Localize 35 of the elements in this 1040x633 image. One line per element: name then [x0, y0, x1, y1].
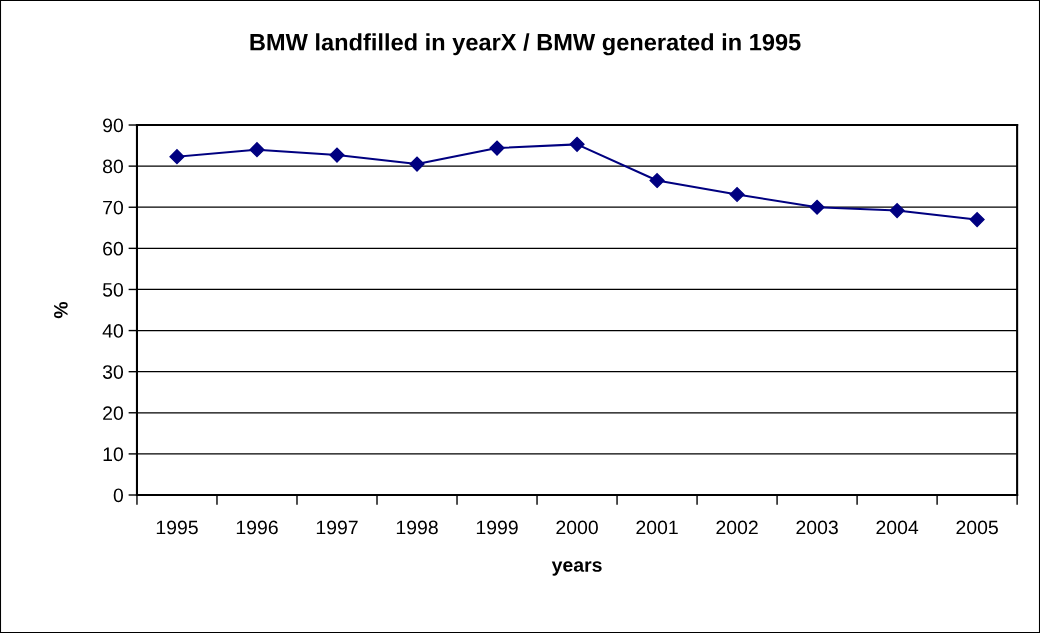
- y-tick-label: 0: [113, 488, 124, 503]
- x-tick-label: 1999: [476, 520, 518, 535]
- chart-title: BMW landfilled in yearX / BMW generated in 1995: [250, 33, 801, 56]
- x-tick-label: 2003: [796, 520, 838, 535]
- point: [649, 172, 665, 189]
- y-tick-label: 10: [103, 447, 124, 462]
- y-tick-label: 70: [103, 200, 124, 215]
- y-tick-label: 90: [103, 118, 124, 133]
- point: [569, 136, 585, 152]
- point: [329, 147, 345, 163]
- point: [409, 156, 425, 172]
- x-tick-label: 1995: [156, 520, 198, 535]
- y-axis-title: %: [54, 301, 68, 319]
- point: [969, 211, 985, 228]
- point: [889, 202, 905, 219]
- point: [729, 186, 745, 203]
- y-tick-label: 20: [103, 406, 124, 421]
- x-tick-label: 1997: [316, 520, 358, 535]
- x-tick-label: 1996: [236, 520, 278, 535]
- point: [169, 149, 185, 165]
- y-tick-label: 30: [102, 365, 124, 379]
- y-tick-label: 40: [102, 324, 124, 338]
- y-tick-label: 80: [102, 159, 124, 174]
- x-tick-label: 2000: [556, 520, 598, 535]
- point: [809, 199, 825, 215]
- x-tick-label: 2005: [956, 520, 998, 535]
- y-tick-label: 50: [102, 282, 124, 297]
- x-axis-title: years: [551, 561, 602, 576]
- x-tick-label: 2002: [716, 520, 758, 535]
- point: [489, 140, 505, 156]
- y-tick-label: 60: [103, 241, 124, 256]
- x-tick-label: 2004: [876, 520, 919, 535]
- x-tick-label: 2001: [636, 520, 678, 535]
- point: [249, 142, 265, 158]
- x-tick-label: 1998: [396, 520, 438, 535]
